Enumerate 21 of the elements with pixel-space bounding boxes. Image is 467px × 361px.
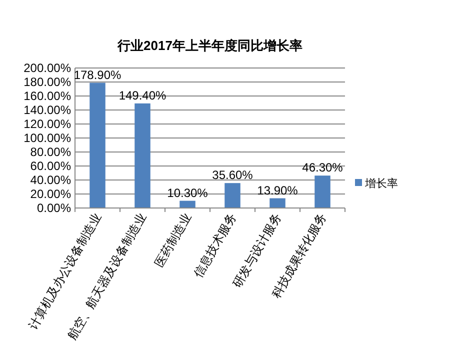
y-tick-label: 100.00%: [24, 131, 72, 145]
y-tick-label: 40.00%: [30, 173, 72, 187]
legend: 增长率: [355, 178, 398, 190]
y-tick-label: 180.00%: [24, 75, 72, 89]
y-tick-label: 60.00%: [30, 159, 72, 173]
data-label: 149.40%: [118, 88, 166, 102]
data-label: 178.90%: [74, 68, 122, 82]
y-tick-label: 120.00%: [24, 117, 72, 131]
y-tick-label: 0.00%: [36, 201, 72, 215]
data-label: 35.60%: [212, 168, 253, 182]
data-label: 46.30%: [302, 160, 343, 175]
y-tick-label: 160.00%: [24, 89, 72, 103]
legend-label: 增长率: [364, 177, 398, 190]
y-tick-label: 200.00%: [24, 61, 72, 75]
y-tick-label: 20.00%: [30, 187, 72, 201]
y-tick-label: 140.00%: [24, 103, 72, 117]
y-tick-label: 80.00%: [30, 145, 72, 159]
data-label: 13.90%: [257, 183, 298, 198]
data-label: 10.30%: [167, 186, 208, 200]
x-tick-label: 医药制造业: [152, 210, 194, 270]
title: 行业2017年上半年度同比增长率: [118, 38, 302, 53]
